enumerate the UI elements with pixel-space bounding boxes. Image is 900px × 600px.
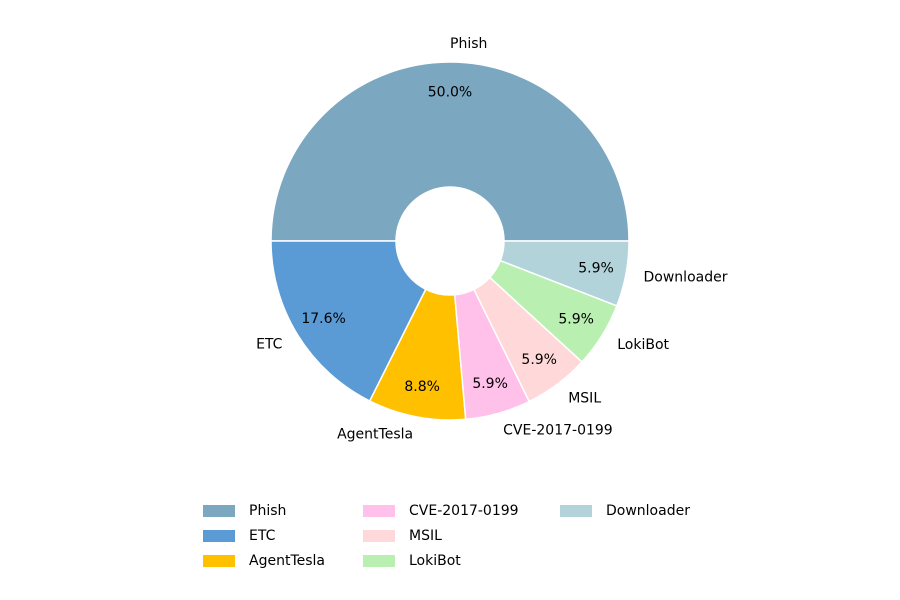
donut-slice [270, 240, 427, 403]
legend-label: MSIL [409, 528, 442, 544]
legend-swatch [203, 530, 235, 542]
slice-label: LokiBot [617, 337, 669, 353]
legend-swatch [560, 505, 592, 517]
percent-label: 5.9% [578, 260, 614, 276]
percent-label: 8.8% [404, 379, 440, 395]
legend-swatch [363, 530, 395, 542]
percent-label: 50.0% [428, 84, 472, 100]
slice-label: ETC [256, 336, 283, 352]
donut-slice [270, 61, 630, 242]
percent-label: 5.9% [521, 352, 557, 368]
percent-label: 5.9% [472, 376, 508, 392]
legend-swatch [203, 505, 235, 517]
legend-swatch [203, 555, 235, 567]
slice-label: Downloader [644, 269, 728, 285]
legend-label: CVE-2017-0199 [409, 503, 519, 519]
legend-label: ETC [249, 528, 276, 544]
legend-label: AgentTesla [249, 553, 325, 569]
slice-label: CVE-2017-0199 [503, 423, 613, 439]
donut-slice [499, 240, 630, 307]
legend-swatch [363, 555, 395, 567]
slice-label: Phish [450, 36, 487, 52]
percent-label: 17.6% [301, 311, 345, 327]
slice-label: MSIL [568, 390, 601, 406]
slice-label: AgentTesla [337, 426, 413, 442]
legend-label: Downloader [606, 503, 690, 519]
percent-label: 5.9% [558, 311, 594, 327]
legend-label: LokiBot [409, 553, 461, 569]
legend-swatch [363, 505, 395, 517]
legend-label: Phish [249, 503, 286, 519]
